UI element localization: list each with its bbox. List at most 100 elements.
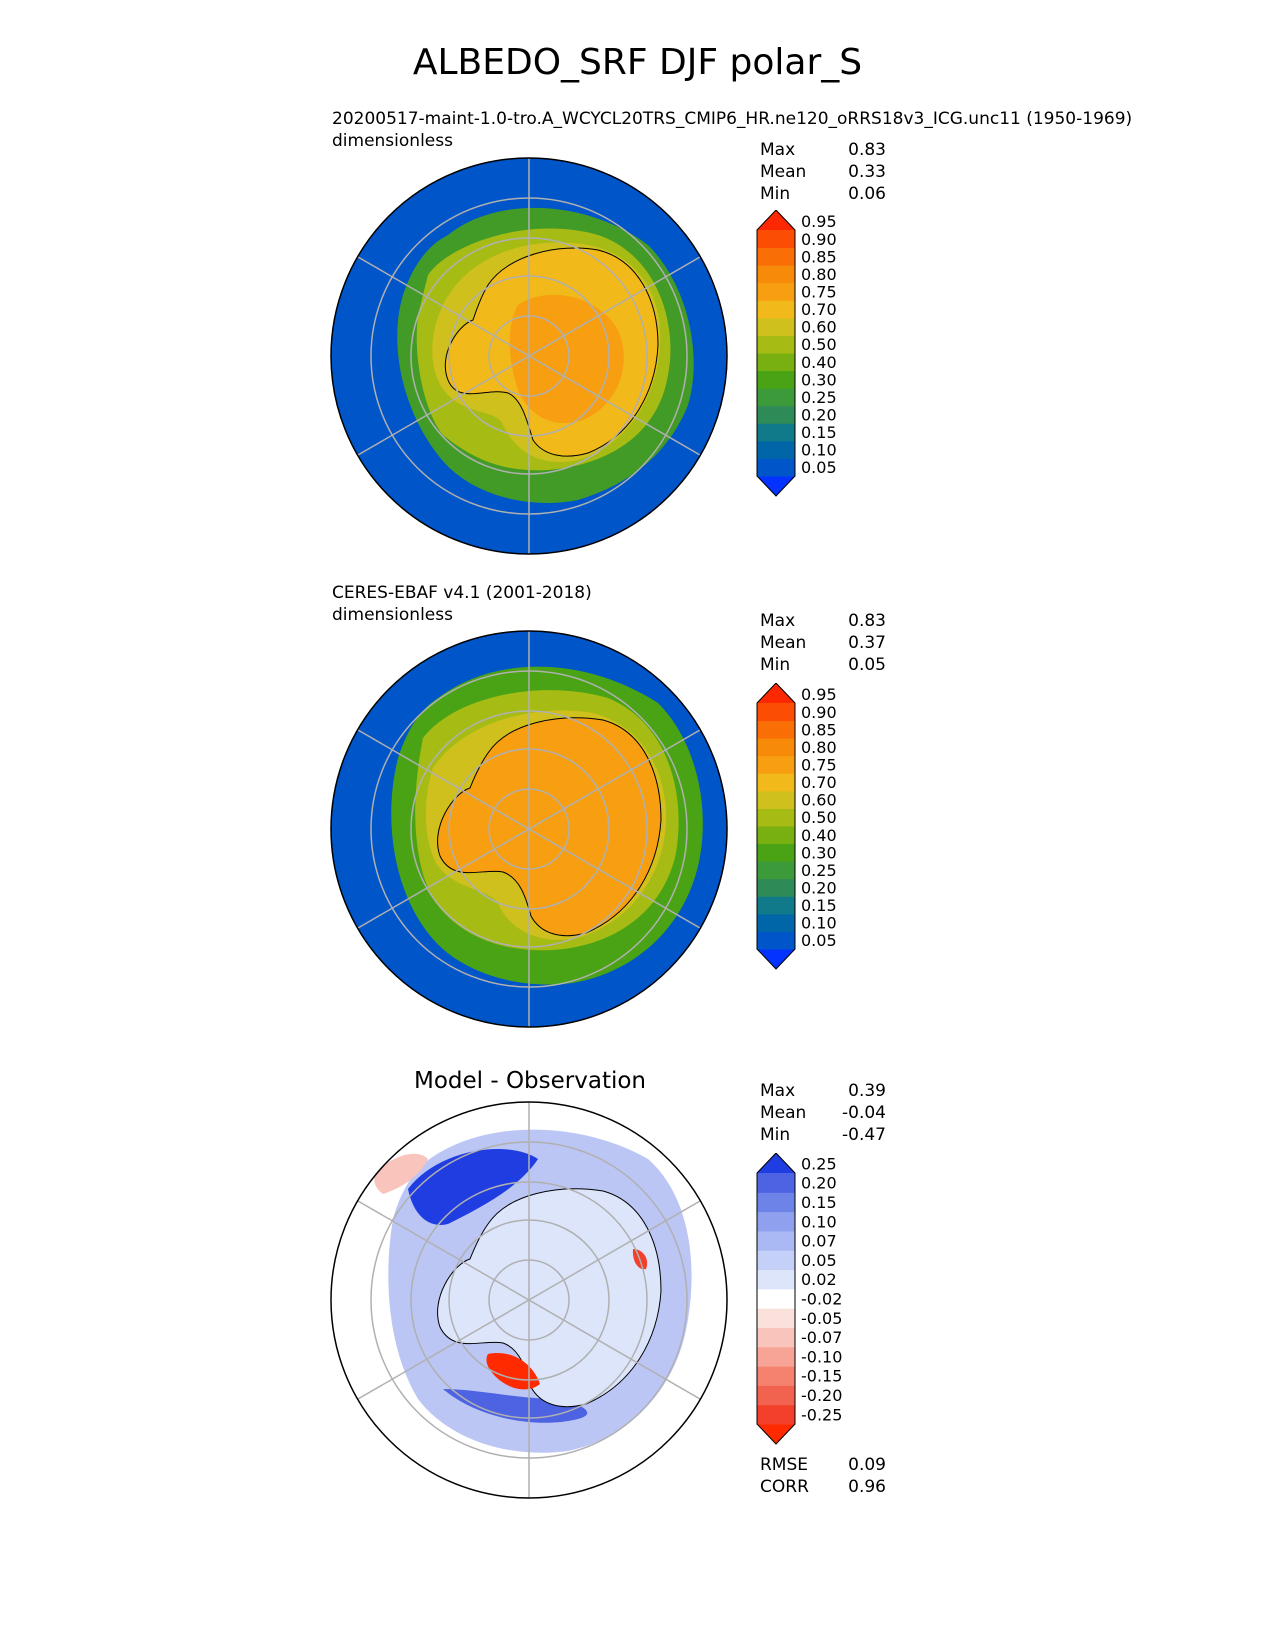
- graticule: [357, 1102, 701, 1498]
- colorbar-tick-label: 0.30: [801, 370, 837, 389]
- panel1-units: dimensionless: [332, 131, 453, 151]
- panel2-title-case: CERES-EBAF v4.1 (2001-2018): [332, 583, 592, 603]
- colorbar-tick-label: 0.80: [801, 738, 837, 757]
- colorbar-segment: [757, 300, 795, 319]
- colorbar-tick-label: 0.85: [801, 720, 837, 739]
- colorbar-tick-label: 0.07: [801, 1232, 837, 1251]
- colorbar-segment: [757, 405, 795, 424]
- figure-title: ALBEDO_SRF DJF polar_S: [412, 42, 863, 83]
- colorbar-segment: [757, 1404, 795, 1425]
- colorbar-tick-label: 0.05: [801, 458, 837, 477]
- colorbar-segment: [757, 1269, 795, 1290]
- colorbar-segment: [757, 1192, 795, 1213]
- colorbar-segment: [757, 913, 795, 932]
- colorbar-segment: [757, 703, 795, 722]
- colorbar-tick-label: 0.10: [801, 914, 837, 933]
- colorbar-segment: [757, 353, 795, 372]
- panel1-colorbar: 0.050.100.150.200.250.300.400.500.600.70…: [756, 210, 837, 497]
- panel1-max-value: 0.83: [848, 140, 886, 160]
- colorbar-tick-label: 0.25: [801, 388, 837, 407]
- colorbar-segment: [757, 458, 795, 477]
- colorbar-tick-label: 0.10: [801, 441, 837, 460]
- colorbar-extend-max: [757, 210, 795, 230]
- colorbar-segment: [757, 265, 795, 284]
- colorbar-segment: [757, 440, 795, 459]
- panel1-polar-map: [330, 157, 728, 555]
- antarctica-landmass: [437, 1188, 662, 1408]
- colorbar-tick-label: -0.15: [801, 1367, 842, 1386]
- colorbar-extend-min: [757, 1424, 795, 1444]
- colorbar-tick-label: 0.40: [801, 826, 837, 845]
- panel1-mean-label: Mean: [760, 162, 807, 182]
- colorbar-segment: [757, 247, 795, 266]
- colorbar-tick-label: 0.05: [801, 1251, 837, 1270]
- colorbar-extend-max: [757, 683, 795, 703]
- colorbar-segment: [757, 720, 795, 739]
- colorbar-tick-label: -0.02: [801, 1290, 842, 1309]
- corr-value: 0.96: [848, 1477, 886, 1497]
- colorbar-tick-label: 0.30: [801, 843, 837, 862]
- colorbar-segment: [757, 808, 795, 827]
- colorbar-extend-max: [757, 1153, 795, 1173]
- map-boundary: [330, 630, 728, 1028]
- colorbar-tick-label: 0.60: [801, 318, 837, 337]
- colorbar-tick-label: 0.75: [801, 756, 837, 775]
- colorbar-tick-label: -0.20: [801, 1386, 842, 1405]
- rmse-label: RMSE: [760, 1455, 809, 1475]
- colorbar-segment: [757, 1288, 795, 1309]
- panel3-mean-label: Mean: [760, 1103, 807, 1123]
- panel2-title: CERES-EBAF v4.1 (2001-2018) dimensionles…: [332, 582, 592, 626]
- rmse-value: 0.09: [848, 1455, 886, 1475]
- colorbar-tick-label: 0.15: [801, 423, 837, 442]
- panel2-units: dimensionless: [332, 605, 453, 625]
- colorbar-segment: [757, 230, 795, 249]
- panel3-mean-value: -0.04: [842, 1103, 886, 1123]
- colorbar-segment: [757, 773, 795, 792]
- panel2-min-value: 0.05: [848, 655, 886, 675]
- colorbar-tick-label: 0.25: [801, 1154, 837, 1173]
- colorbar-segment: [757, 1250, 795, 1271]
- panel2-mean-label: Mean: [760, 633, 807, 653]
- panel1-title-case: 20200517-maint-1.0-tro.A_WCYCL20TRS_CMIP…: [332, 109, 1133, 129]
- map-boundary: [330, 1101, 728, 1499]
- panel2-colorbar: 0.050.100.150.200.250.300.400.500.600.70…: [756, 683, 837, 970]
- panel1-title: 20200517-maint-1.0-tro.A_WCYCL20TRS_CMIP…: [332, 108, 1132, 152]
- panel2-mean-value: 0.37: [848, 633, 886, 653]
- colorbar-segment: [757, 826, 795, 845]
- negative-bias-ross: [443, 1389, 588, 1423]
- graticule: [357, 158, 701, 554]
- colorbar-tick-label: 0.85: [801, 247, 837, 266]
- colorbar-segment: [757, 1327, 795, 1348]
- colorbar-segment: [757, 755, 795, 774]
- graticule: [357, 631, 701, 1027]
- colorbar-extend-min: [757, 476, 795, 496]
- colorbar-segment: [757, 1230, 795, 1251]
- colorbar-extend-min: [757, 949, 795, 969]
- colorbar-outline: [756, 210, 796, 497]
- panel1-min-value: 0.06: [848, 184, 886, 204]
- negative-bias-weddell: [408, 1149, 538, 1225]
- colorbar-tick-label: 0.20: [801, 406, 837, 425]
- panel3-max-label: Max: [760, 1081, 796, 1101]
- colorbar-tick-label: 0.80: [801, 265, 837, 284]
- colorbar-segment: [757, 878, 795, 897]
- panel3-min-label: Min: [760, 1125, 791, 1145]
- colorbar-segment: [757, 931, 795, 950]
- colorbar-outline: [756, 683, 796, 970]
- colorbar-segment: [757, 861, 795, 880]
- colorbar-tick-label: 0.70: [801, 773, 837, 792]
- panel2-polar-map: [330, 630, 728, 1028]
- corr-label: CORR: [760, 1477, 809, 1497]
- colorbar-segment: [757, 1308, 795, 1328]
- positive-bias-outer: [374, 1153, 428, 1194]
- colorbar-segment: [757, 370, 795, 389]
- colorbar-segment: [757, 423, 795, 442]
- colorbar-tick-label: -0.05: [801, 1309, 842, 1328]
- colorbar-segment: [757, 790, 795, 809]
- colorbar-tick-label: 0.15: [801, 896, 837, 915]
- colorbar-segment: [757, 317, 795, 336]
- panel3-title: Model - Observation: [413, 1068, 647, 1094]
- colorbar-segment: [757, 1346, 795, 1367]
- panel1-max-label: Max: [760, 140, 796, 160]
- colorbar-tick-label: 0.02: [801, 1270, 837, 1289]
